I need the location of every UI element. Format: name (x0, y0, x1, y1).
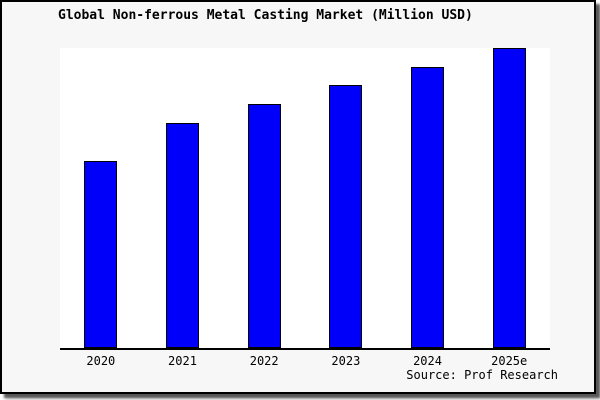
bar-slot-2023 (305, 48, 387, 348)
x-tick-label-2024: 2024 (413, 354, 442, 368)
bar-2024 (411, 66, 445, 348)
bar-slot-2021 (142, 48, 224, 348)
bar-2023 (329, 85, 363, 348)
bar-2020 (84, 160, 118, 348)
x-tick-label-2025e: 2025e (491, 354, 528, 368)
plot-area (60, 48, 550, 350)
bar-slot-2024 (387, 48, 469, 348)
bar-slot-2025e (468, 48, 550, 348)
x-tick-label-2023: 2023 (331, 354, 361, 368)
x-tick-label-2020: 2020 (86, 354, 116, 368)
bar-group (60, 48, 550, 348)
bar-slot-2020 (60, 48, 142, 348)
bar-2021 (166, 123, 199, 348)
chart-title: Global Non-ferrous Metal Casting Market … (58, 8, 473, 23)
source-note: Source: Prof Research (406, 368, 558, 382)
x-axis-labels: 2020 2021 2022 2023 2024 2025e (60, 354, 550, 368)
bar-2022 (247, 103, 281, 348)
x-tick-label-2021: 2021 (168, 354, 197, 368)
x-tick-label-2022: 2022 (249, 354, 279, 368)
bar-slot-2022 (223, 48, 305, 348)
bar-2025e (492, 48, 526, 348)
